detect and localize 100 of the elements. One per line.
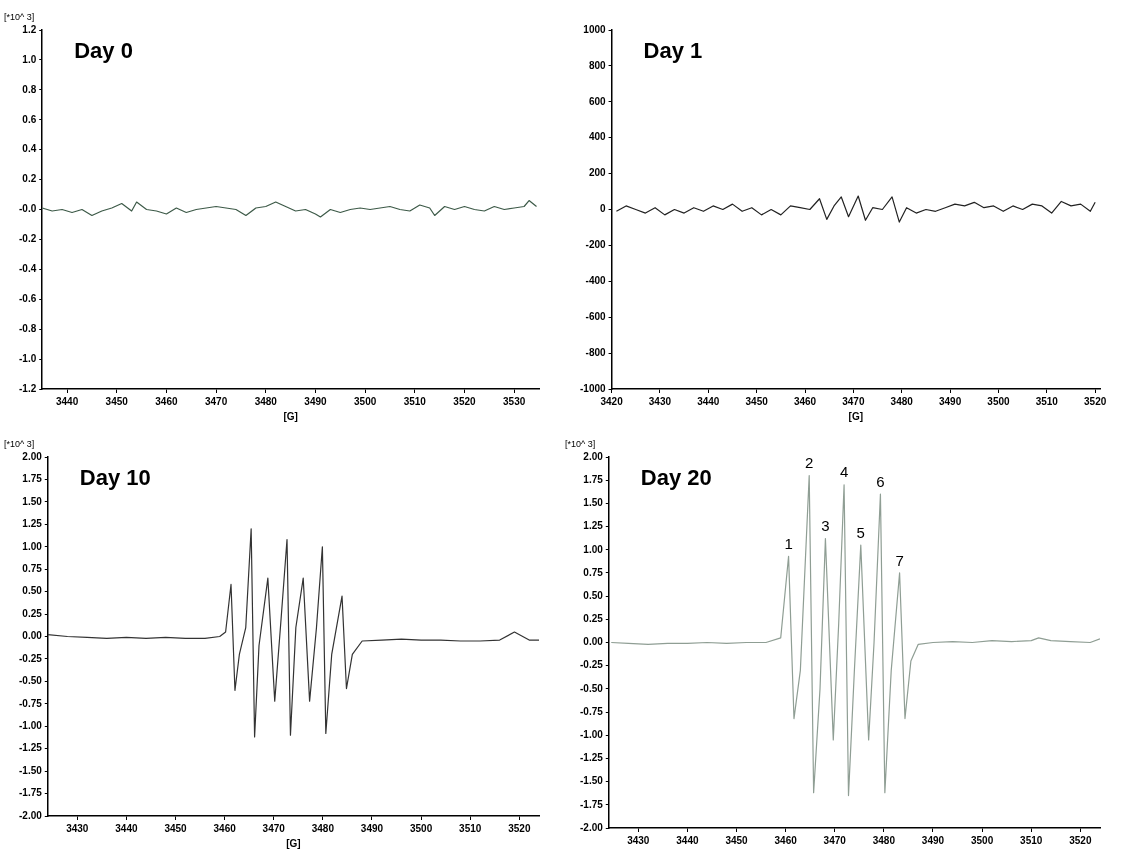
y-tick-label: 600: [588, 95, 607, 107]
y-tick-label: -600: [585, 310, 607, 322]
x-tick-label: 3510: [1020, 834, 1043, 846]
x-tick-label: 3480: [890, 395, 914, 407]
y-axis-title: [*10^ 3]: [4, 11, 35, 22]
y-tick-label: 0.50: [583, 589, 604, 601]
x-tick-label: 3520: [508, 822, 531, 834]
y-tick-label: -0.25: [19, 652, 43, 664]
y-tick-label: 1.75: [22, 473, 43, 485]
y-tick-label: -0.8: [19, 322, 37, 334]
x-tick-label: 3520: [1069, 834, 1092, 846]
y-tick-label: 2.00: [583, 450, 604, 462]
y-tick-label: -1000: [580, 382, 607, 394]
x-tick-label: 3460: [155, 395, 178, 407]
y-tick-label: -0.50: [19, 675, 43, 687]
x-tick-label: 3500: [970, 834, 994, 846]
annotation: 4: [839, 463, 849, 481]
x-tick-label: 3470: [204, 395, 228, 407]
y-tick-label: -0.0: [19, 203, 37, 215]
y-tick-label: 0.4: [22, 143, 37, 155]
x-tick-label: 3530: [503, 395, 526, 407]
y-tick-label: -800: [585, 346, 607, 358]
annotation: 6: [876, 472, 885, 490]
y-tick-label: -0.75: [19, 697, 43, 709]
x-tick-label: 3490: [360, 822, 384, 834]
y-tick-label: 1.75: [583, 473, 604, 485]
y-tick-label: -0.2: [19, 233, 37, 245]
x-axis-title: [G]: [283, 410, 298, 422]
y-tick-label: -1.50: [19, 764, 43, 776]
y-tick-label: 1.50: [583, 497, 604, 509]
x-tick-label: 3460: [793, 395, 817, 407]
y-tick-label: 800: [588, 59, 607, 71]
x-tick-label: 3450: [105, 395, 129, 407]
chart-title: Day 10: [79, 465, 151, 491]
x-tick-label: 3510: [1035, 395, 1059, 407]
x-tick-label: 3470: [842, 395, 865, 407]
x-axis-title: [G]: [286, 837, 301, 849]
x-tick-label: 3490: [938, 395, 962, 407]
y-tick-label: 0.75: [583, 566, 604, 578]
y-tick-label: 1.25: [22, 518, 43, 530]
y-tick-label: 0.00: [583, 636, 604, 648]
y-tick-label: -1.0: [19, 352, 37, 364]
y-tick-label: 0.2: [22, 173, 37, 185]
annotation: 3: [821, 517, 830, 535]
x-tick-label: 3440: [55, 395, 79, 407]
x-tick-label: 3470: [262, 822, 286, 834]
x-tick-label: 3460: [774, 834, 798, 846]
y-tick-label: 0.6: [22, 113, 37, 125]
x-tick-label: 3510: [403, 395, 427, 407]
y-tick-label: 1000: [583, 23, 607, 35]
x-tick-label: 3500: [987, 395, 1011, 407]
y-tick-label: 1.0: [22, 53, 37, 65]
y-tick-label: 400: [588, 131, 607, 143]
y-tick-label: -0.4: [19, 263, 37, 275]
y-tick-label: 1.50: [22, 495, 43, 507]
x-tick-label: 3440: [697, 395, 720, 407]
annotation: 5: [856, 523, 865, 541]
y-tick-label: -2.00: [19, 809, 43, 821]
chart-title: Day 0: [74, 38, 133, 64]
y-tick-label: -400: [585, 275, 607, 287]
x-tick-label: 3480: [311, 822, 335, 834]
y-tick-label: 0.25: [22, 607, 43, 619]
y-tick-label: 0.00: [22, 630, 43, 642]
y-tick-label: -1.25: [580, 752, 604, 764]
y-tick-label: -1.2: [19, 382, 37, 394]
x-tick-label: 3420: [600, 395, 624, 407]
x-tick-label: 3440: [115, 822, 138, 834]
x-tick-label: 3500: [354, 395, 377, 407]
y-axis-title: [*10^ 3]: [565, 438, 596, 449]
y-tick-label: 0.8: [22, 83, 37, 95]
annotation: 2: [805, 454, 814, 472]
y-tick-label: -1.50: [580, 775, 604, 787]
x-tick-label: 3450: [745, 395, 769, 407]
y-tick-label: -1.00: [580, 729, 604, 740]
y-tick-label: -0.6: [19, 293, 37, 304]
y-tick-label: -0.50: [580, 682, 604, 694]
x-tick-label: 3500: [409, 822, 433, 834]
y-tick-label: 0: [600, 203, 607, 215]
x-tick-label: 3520: [453, 395, 477, 407]
y-tick-label: 2.00: [22, 450, 43, 462]
y-tick-label: -2.00: [580, 821, 604, 833]
chart-title: Day 1: [643, 38, 703, 64]
y-tick-label: 1.25: [583, 520, 604, 532]
annotation: 1: [784, 534, 793, 552]
x-tick-label: 3480: [872, 834, 896, 846]
x-tick-label: 3520: [1084, 395, 1107, 407]
y-tick-label: -1.75: [580, 798, 604, 810]
x-tick-label: 3480: [254, 395, 278, 407]
x-tick-label: 3460: [213, 822, 237, 834]
y-tick-label: 0.75: [22, 562, 43, 574]
y-tick-label: -0.75: [580, 705, 604, 717]
x-tick-label: 3440: [676, 834, 699, 846]
y-tick-label: 1.00: [22, 540, 43, 552]
x-tick-label: 3430: [66, 822, 89, 834]
annotation: 7: [895, 551, 904, 569]
y-axis-title: [*10^ 3]: [4, 438, 35, 449]
y-tick-label: 0.50: [22, 585, 43, 597]
y-tick-label: -1.75: [19, 787, 43, 799]
y-tick-label: -0.25: [580, 659, 604, 671]
x-axis-title: [G]: [848, 410, 864, 422]
